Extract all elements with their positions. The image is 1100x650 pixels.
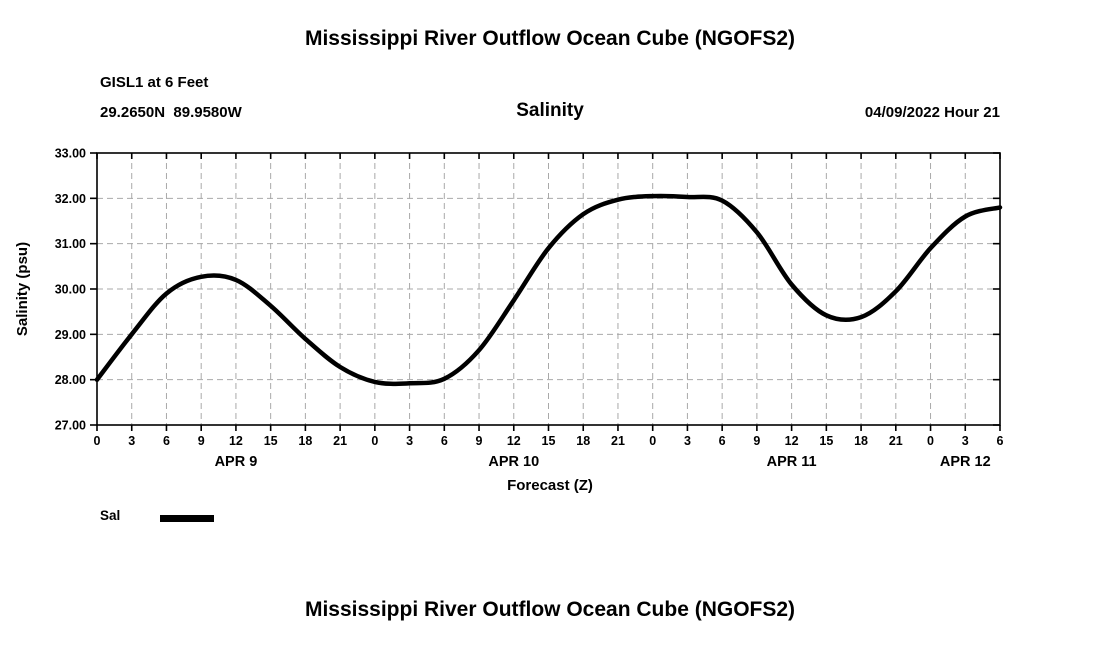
station-label: GISL1 at 6 Feet (100, 74, 209, 91)
run-datetime: 04/09/2022 Hour 21 (864, 104, 1000, 121)
y-tick-label: 31.00 (55, 237, 86, 251)
x-tick-label: 21 (889, 434, 903, 448)
day-label: APR 11 (767, 454, 817, 470)
y-axis-title: Salinity (psu) (14, 242, 31, 336)
y-tick-label: 32.00 (55, 192, 86, 206)
x-tick-label: 18 (298, 434, 312, 448)
x-tick-label: 15 (819, 434, 833, 448)
x-tick-label: 15 (264, 434, 278, 448)
x-tick-label: 0 (649, 434, 656, 448)
x-tick-label: 18 (854, 434, 868, 448)
x-tick-label: 6 (997, 434, 1004, 448)
x-tick-label: 3 (684, 434, 691, 448)
x-tick-label: 18 (576, 434, 590, 448)
day-label: APR 10 (488, 454, 539, 470)
x-tick-label: 3 (128, 434, 135, 448)
salinity-curve (94, 193, 1003, 387)
x-tick-label: 21 (333, 434, 347, 448)
legend-line-swatch (160, 515, 214, 522)
plot-title: Salinity (516, 100, 584, 121)
x-tick-label: 12 (507, 434, 521, 448)
x-tick-label: 6 (163, 434, 170, 448)
x-axis-title: Forecast (Z) (507, 477, 593, 494)
x-tick-label: 0 (371, 434, 378, 448)
plot-frame (96, 152, 1001, 426)
x-tick-label: 0 (927, 434, 934, 448)
x-tick-label: 0 (94, 434, 101, 448)
x-tick-label: 12 (229, 434, 243, 448)
day-label: APR 12 (940, 454, 991, 470)
x-tick-label: 21 (611, 434, 625, 448)
x-tick-label: 6 (719, 434, 726, 448)
y-tick-label: 30.00 (55, 283, 86, 297)
top-title: Mississippi River Outflow Ocean Cube (NG… (304, 27, 796, 50)
x-tick-label: 9 (753, 434, 760, 448)
station-coordinates: 29.2650N 89.9580W (100, 104, 242, 121)
x-tick-label: 9 (476, 434, 483, 448)
y-tick-label: 28.00 (55, 373, 86, 387)
legend-label: Sal (100, 508, 121, 523)
y-tick-label: 33.00 (55, 147, 86, 161)
day-label: APR 9 (215, 454, 258, 470)
y-tick-label: 27.00 (55, 419, 86, 433)
x-tick-label: 3 (962, 434, 969, 448)
x-tick-label: 6 (441, 434, 448, 448)
bottom-title: Mississippi River Outflow Ocean Cube (NG… (304, 598, 796, 621)
plot-group: 0 3 6 9 12 15 18 21 0 3 6 9 12 15 18 21 0 3 6 9 12 15 18 21 0 3 6 2… (55, 147, 1004, 471)
x-tick-label: 12 (785, 434, 799, 448)
y-tick-label: 29.00 (55, 328, 86, 342)
x-tick-label: 9 (198, 434, 205, 448)
x-tick-label: 15 (542, 434, 556, 448)
x-tick-label: 3 (406, 434, 413, 448)
